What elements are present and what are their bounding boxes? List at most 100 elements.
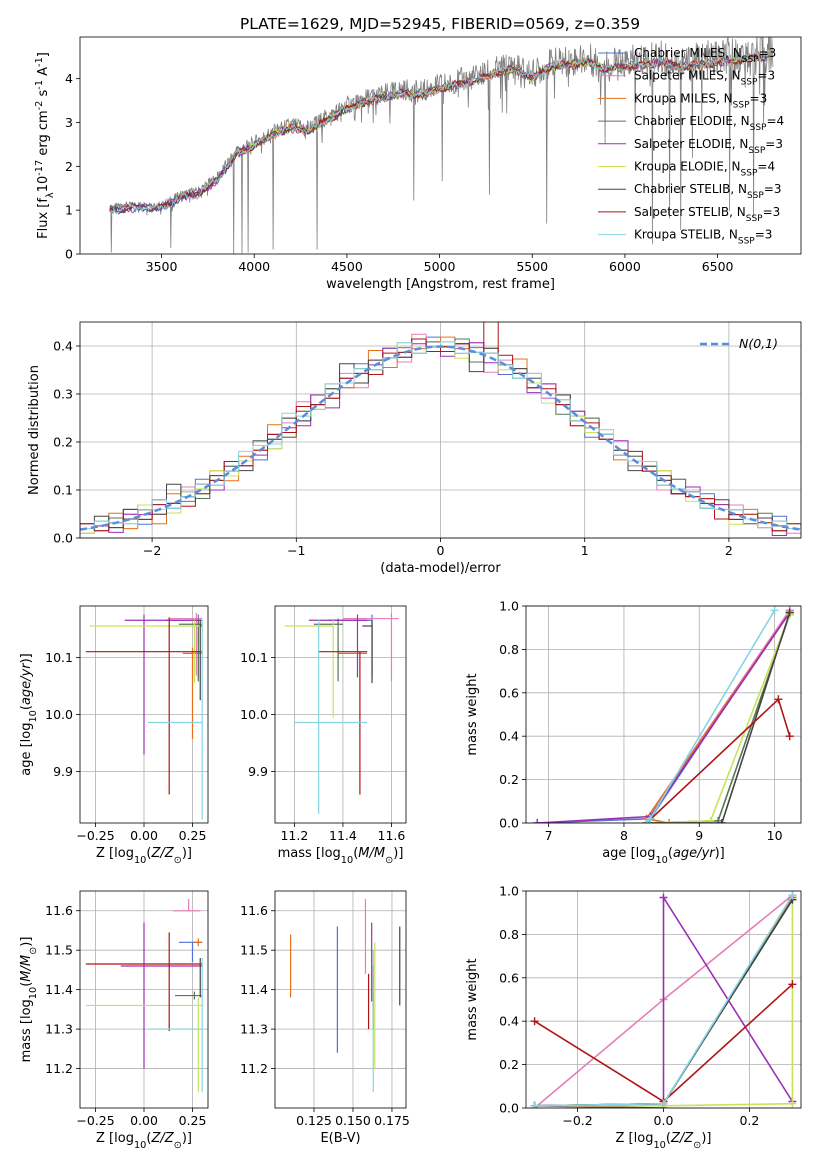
plot-area	[284, 612, 399, 814]
x-tick-label: 0.25	[179, 828, 207, 843]
y-tick-label: 11.3	[240, 1022, 268, 1037]
y-tick-label: 10.1	[240, 650, 268, 665]
y-tick-label: 11.2	[240, 1061, 268, 1076]
gaussian-curve	[80, 345, 801, 531]
x-tick-label: 10	[767, 828, 783, 843]
plot-area	[109, 37, 774, 254]
mass-weight-marker	[533, 819, 542, 823]
plot-area	[80, 322, 801, 538]
y-tick-label: 0.4	[499, 1014, 519, 1029]
y-axis-label: mass weight	[465, 958, 480, 1040]
plot-area	[289, 898, 401, 1093]
axes: 7 8 9 10 0.0 0.2 0.4 0.6 0.8 1.0 age [log10(age/yr…	[465, 599, 802, 866]
y-tick-label: 4	[65, 71, 73, 86]
mass-weight-marker	[770, 606, 779, 615]
x-tick-label: 5000	[424, 259, 456, 274]
chart-massweight_vs_age: 7 8 9 10 0.0 0.2 0.4 0.6 0.8 1.0 age [log10(age/yr…	[465, 599, 802, 866]
y-tick-label: 0.1	[53, 483, 73, 498]
mass-weight-marker	[788, 1099, 797, 1108]
y-tick-label: 9.9	[53, 764, 73, 779]
x-tick-label: 8	[620, 828, 628, 843]
x-axis-label: age [log10(age/yr)]	[602, 846, 725, 866]
legend-label: Salpeter ELODIE, NSSP=3	[634, 137, 783, 156]
gridlines	[275, 606, 406, 823]
y-tick-label: 0.4	[499, 729, 519, 744]
x-tick-label: 0	[437, 543, 445, 558]
legend-label: Chabrier MILES, NSSP=3	[634, 46, 776, 65]
plot-area	[85, 898, 203, 1093]
y-tick-label: 11.2	[45, 1061, 73, 1076]
gridlines	[526, 605, 801, 824]
y-tick-label: 0.2	[499, 772, 519, 787]
x-axis-label: Z [log10(Z/Z⊙)]	[616, 1131, 712, 1151]
y-tick-label: 10.1	[45, 650, 73, 665]
axes: 0.125 0.150 0.175 11.2 11.3 11.4 11.5 11.6 E(B-V…	[240, 890, 410, 1146]
mass-weight-line	[537, 609, 791, 823]
x-tick-label: 7	[545, 828, 553, 843]
x-axis-label: Z [log10(Z/Z⊙)]	[96, 846, 192, 866]
mass-weight-marker	[659, 1099, 668, 1108]
x-tick-label: 0.2	[739, 1113, 759, 1128]
chart-residuals: −2 −1 0 1 2 0.0 0.1 0.2 0.3 0.4 (data-model)/error…	[27, 321, 802, 576]
mass-weight-line	[646, 612, 791, 823]
x-tick-label: 2	[725, 543, 733, 558]
axes: −0.2 0.0 0.2 0.0 0.2 0.4 0.6 0.8 1.0 Z [log10(Z/Z…	[465, 884, 802, 1151]
axes-frame	[274, 890, 407, 1109]
x-tick-label: 4500	[331, 259, 363, 274]
mass-weight-line	[537, 612, 791, 823]
mass-weight-marker	[788, 891, 797, 900]
x-tick-label: 0.25	[179, 1113, 207, 1128]
y-tick-label: 0	[65, 247, 73, 262]
y-tick-label: 11.4	[240, 982, 268, 997]
legend-label: N(0,1)	[739, 336, 778, 351]
mass-weight-marker	[665, 819, 674, 823]
mass-weight-marker	[788, 980, 797, 989]
x-tick-label: 6500	[702, 259, 734, 274]
mass-weight-marker	[530, 1101, 539, 1108]
x-tick-label: 9	[695, 828, 703, 843]
legend: Chabrier MILES, NSSP=3 Salpeter MILES, NS…	[598, 46, 784, 247]
chart-spectrum: 3500 4000 4500 5000 5500 6000 6500 0 1 2 3 4 wavelen…	[34, 36, 802, 292]
figure-title: PLATE=1629, MJD=52945, FIBERID=0569, z=0…	[240, 15, 640, 33]
legend: N(0,1)	[700, 336, 778, 351]
mass-weight-marker	[785, 732, 794, 741]
x-tick-label: 5500	[516, 259, 548, 274]
x-tick-label: 0.175	[374, 1113, 410, 1128]
x-tick-label: −0.25	[76, 1113, 114, 1128]
x-tick-label: 3500	[146, 259, 178, 274]
mass-weight-marker	[714, 816, 723, 823]
y-tick-label: 0.2	[53, 435, 73, 450]
y-axis-label: Flux [fλ10-17 erg cm-2 s-1 A-1]	[34, 52, 56, 239]
y-tick-label: 0.0	[53, 531, 73, 546]
x-tick-label: 6000	[609, 259, 641, 274]
y-axis-label: Normed distribution	[27, 365, 42, 495]
y-axis-label: mass [log10(M/M⊙)]	[19, 937, 39, 1063]
axes-frame	[525, 605, 802, 824]
chart-age_vs_Z: −0.25 0.00 0.25 9.9 10.0 10.1 Z [log10(Z/Z⊙)] a…	[19, 605, 209, 866]
mass-weight-line	[534, 899, 794, 1107]
plot-area	[530, 891, 797, 1108]
mass-weight-marker	[642, 819, 651, 823]
x-axis-label: E(B-V)	[320, 1131, 360, 1146]
y-tick-label: 0.0	[499, 1101, 519, 1116]
y-tick-label: 11.3	[45, 1022, 73, 1037]
x-tick-label: 1	[581, 543, 589, 558]
y-tick-label: 11.4	[45, 982, 73, 997]
x-tick-label: 0.0	[654, 1113, 674, 1128]
legend-label: Kroupa ELODIE, NSSP=4	[634, 160, 775, 179]
axes: −2 −1 0 1 2 0.0 0.1 0.2 0.3 0.4 (data-model)/error…	[27, 321, 802, 576]
y-tick-label: 11.6	[240, 903, 268, 918]
legend-label: Salpeter STELIB, NSSP=3	[634, 205, 780, 224]
x-tick-label: 11.4	[329, 828, 357, 843]
x-axis-label: Z [log10(Z/Z⊙)]	[96, 1131, 192, 1151]
x-axis-label: mass [log10(M/M⊙)]	[278, 846, 404, 866]
y-tick-label: 10.0	[45, 707, 73, 722]
y-tick-label: 9.9	[248, 764, 268, 779]
legend-label: Chabrier ELODIE, NSSP=4	[634, 114, 784, 133]
axes: −0.25 0.00 0.25 11.2 11.3 11.4 11.5 11.6 Z [log1…	[19, 890, 209, 1151]
axes: 3500 4000 4500 5000 5500 6000 6500 0 1 2 3 4 wavelen…	[34, 36, 802, 292]
mass-weight-marker	[785, 608, 794, 617]
legend-label: Chabrier STELIB, NSSP=3	[634, 182, 782, 201]
y-tick-label: 11.6	[45, 903, 73, 918]
plot-area	[533, 606, 794, 823]
